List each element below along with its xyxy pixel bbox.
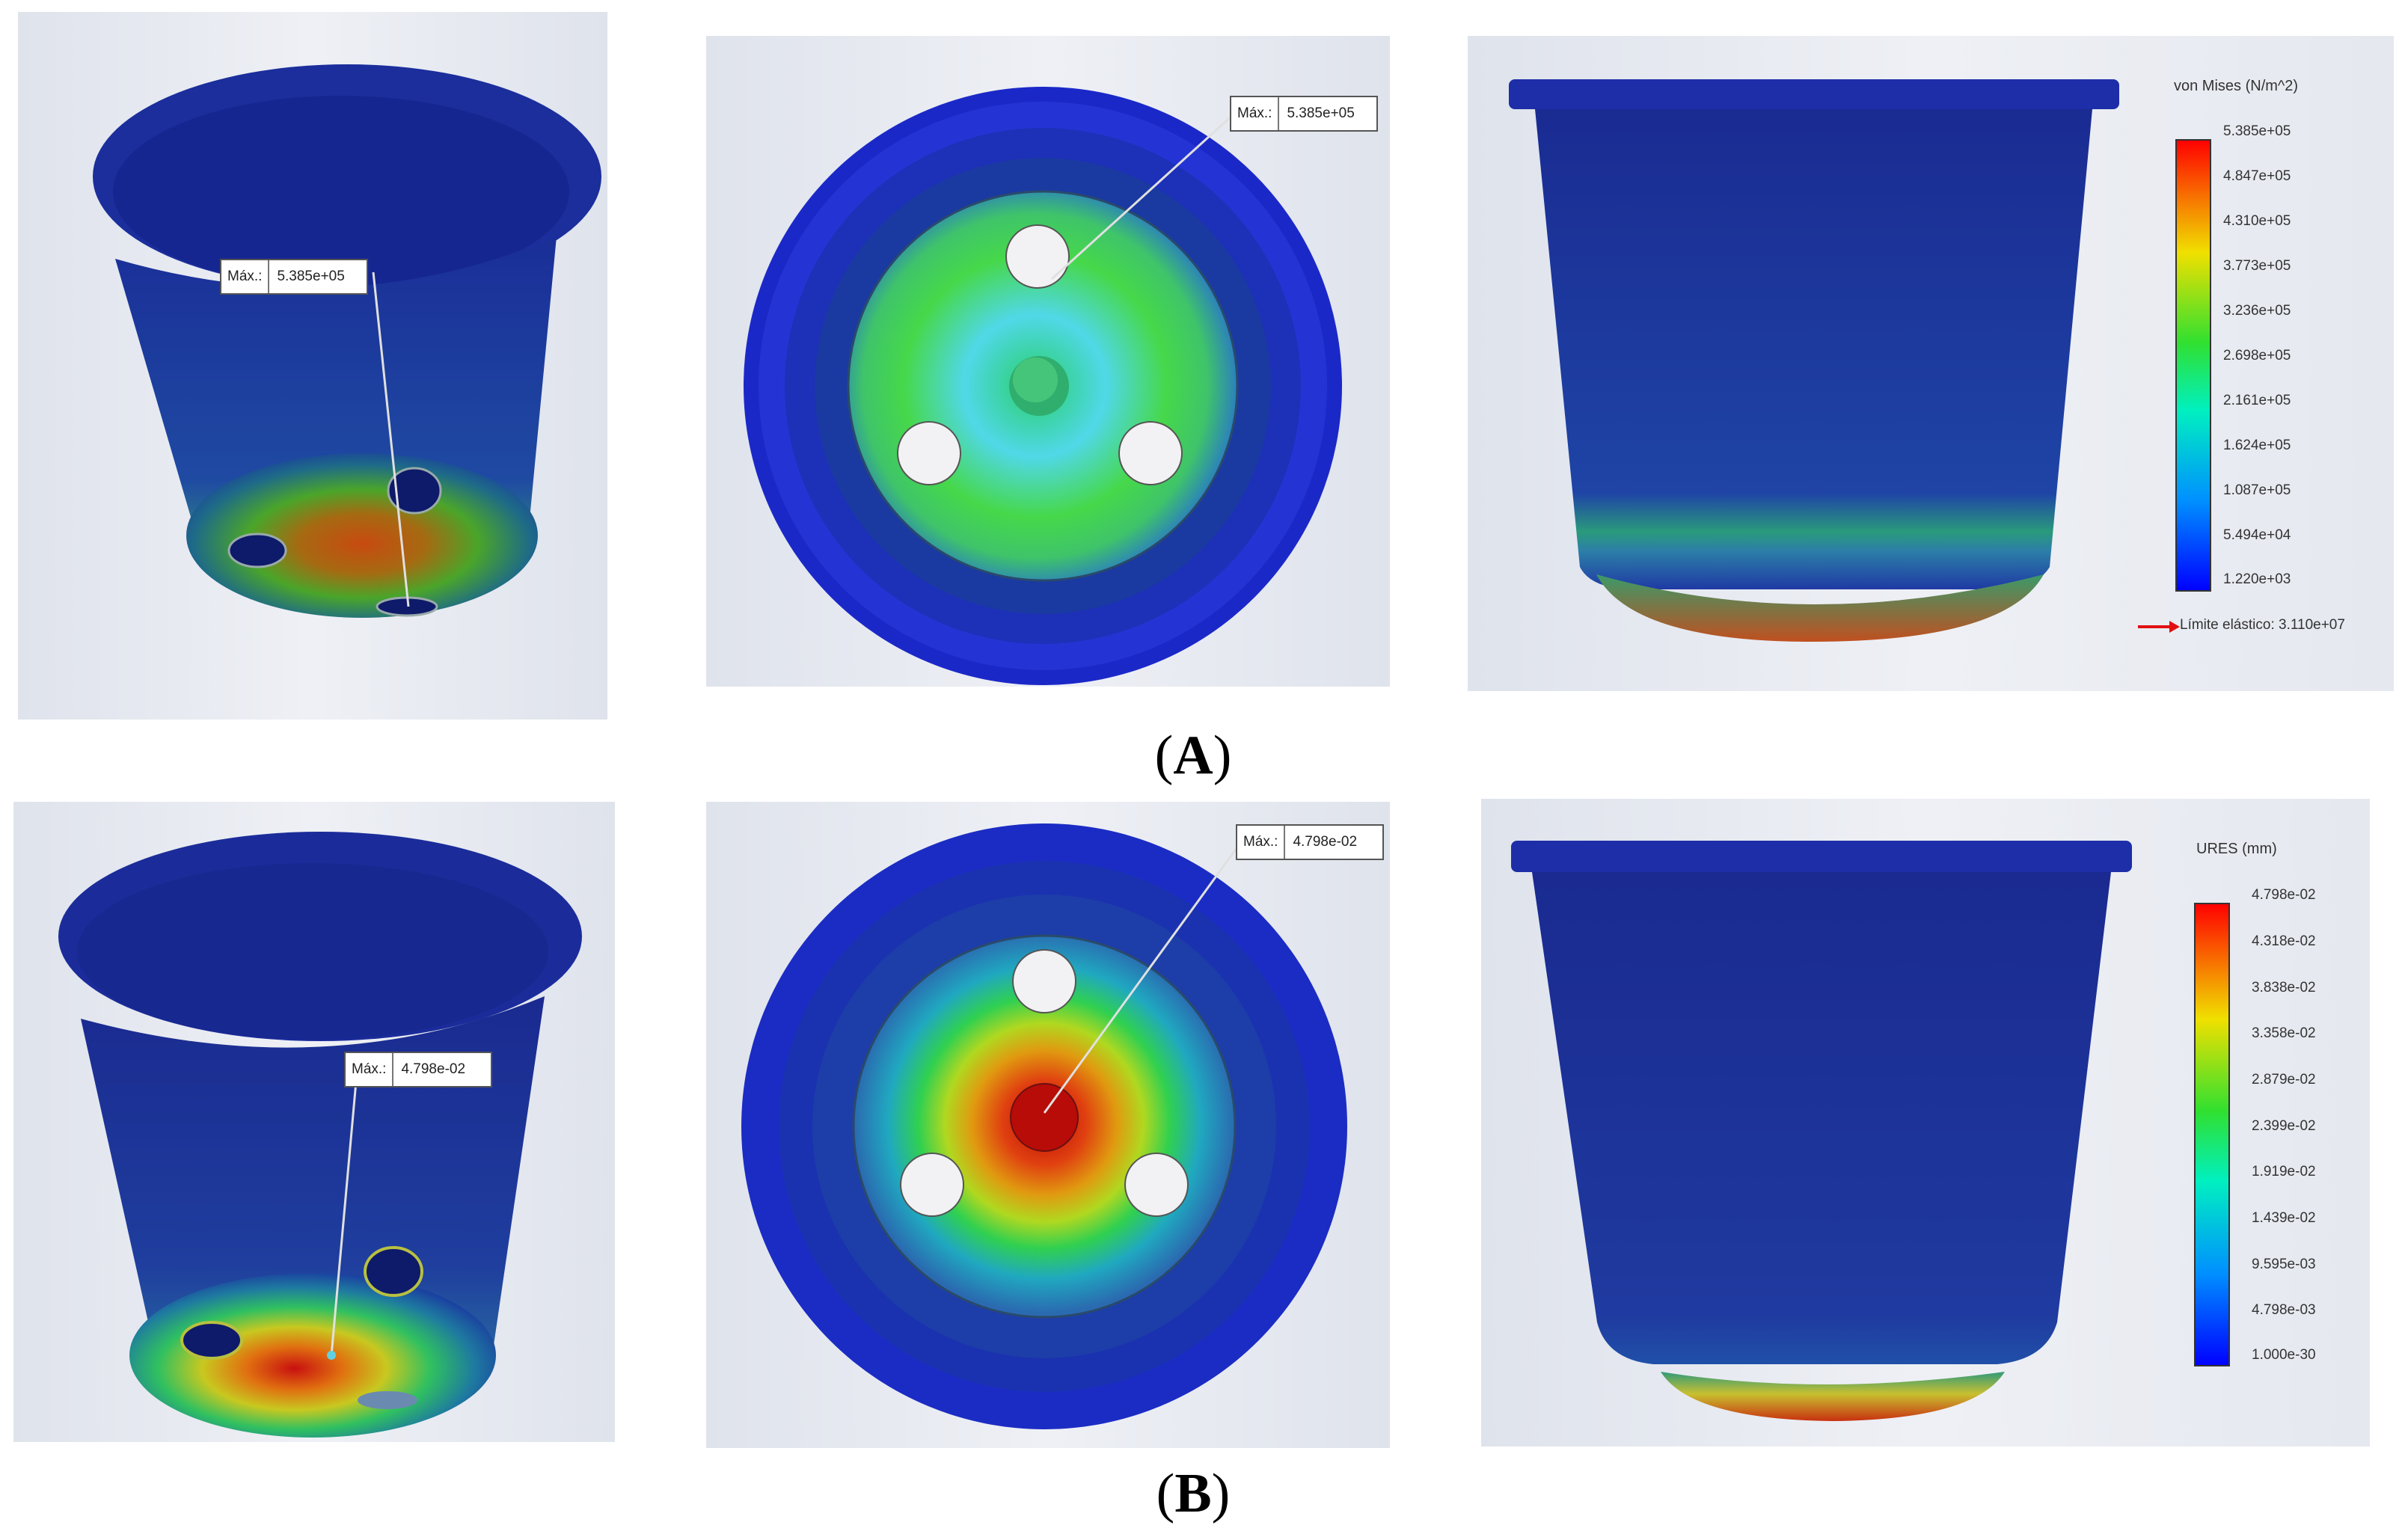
legend-tick: 4.798e-03 — [2252, 1302, 2316, 1318]
legend-tick: 4.798e-02 — [2252, 887, 2316, 903]
legend-tick: 3.773e+05 — [2223, 258, 2291, 274]
legend-tick: 9.595e-03 — [2252, 1257, 2316, 1272]
stress-side-view: von Mises (N/m^2) 5.385e+05 4.847e+05 4.… — [1468, 36, 2394, 691]
legend-tick: 2.161e+05 — [2223, 393, 2291, 408]
max-key: Máx.: — [1231, 97, 1280, 130]
legend-tick: 3.236e+05 — [2223, 303, 2291, 319]
displacement-side-view: URES (mm) 4.798e-02 4.318e-02 3.838e-02 … — [1481, 799, 2370, 1447]
legend-tick: 1.220e+03 — [2223, 571, 2291, 587]
legend-tick: 1.919e-02 — [2252, 1164, 2316, 1179]
legend-tick: 3.358e-02 — [2252, 1025, 2316, 1041]
displacement-bottom-view: Máx.: 4.798e-02 — [706, 802, 1390, 1448]
max-displacement-label: Máx.: 4.798e-02 — [1236, 824, 1385, 860]
legend-tick: 2.879e-02 — [2252, 1072, 2316, 1087]
max-value: 4.798e-02 — [1293, 834, 1358, 850]
legend-tick: 1.624e+05 — [2223, 438, 2291, 453]
legend-tick: 5.494e+04 — [2223, 527, 2291, 543]
legend-tick: 4.847e+05 — [2223, 168, 2291, 184]
legend-tick: 1.000e-30 — [2252, 1347, 2316, 1363]
legend-tick: 2.399e-02 — [2252, 1118, 2316, 1134]
legend-tick: 5.385e+05 — [2223, 123, 2291, 139]
legend-title: von Mises (N/m^2) — [2174, 78, 2299, 94]
legend-tick: 1.439e-02 — [2252, 1210, 2316, 1226]
legend-tick: 1.087e+05 — [2223, 482, 2291, 498]
max-key: Máx.: — [221, 260, 270, 293]
legend-tick: 2.698e+05 — [2223, 348, 2291, 363]
max-stress-label: Máx.: 5.385e+05 — [1230, 96, 1379, 132]
max-value: 4.798e-02 — [401, 1061, 466, 1077]
legend-tick: 3.838e-02 — [2252, 980, 2316, 996]
legend-title: URES (mm) — [2196, 841, 2277, 857]
displacement-iso-view: Máx.: 4.798e-02 — [13, 802, 615, 1442]
max-stress-label: Máx.: 5.385e+05 — [220, 259, 369, 295]
stress-iso-view: Máx.: 5.385e+05 — [18, 12, 607, 720]
legend-tick: 4.318e-02 — [2252, 933, 2316, 949]
max-value: 5.385e+05 — [277, 269, 345, 284]
legend-tick: 4.310e+05 — [2223, 213, 2291, 229]
max-key: Máx.: — [346, 1053, 394, 1086]
max-displacement-label: Máx.: 4.798e-02 — [344, 1052, 493, 1087]
max-key: Máx.: — [1237, 826, 1286, 859]
caption-b: (B) — [1156, 1463, 1231, 1524]
stress-bottom-view: Máx.: 5.385e+05 — [706, 36, 1390, 687]
max-value: 5.385e+05 — [1287, 105, 1355, 121]
caption-a: (A) — [1154, 725, 1232, 786]
elastic-limit-label: Límite elástico: 3.110e+07 — [2180, 617, 2345, 633]
